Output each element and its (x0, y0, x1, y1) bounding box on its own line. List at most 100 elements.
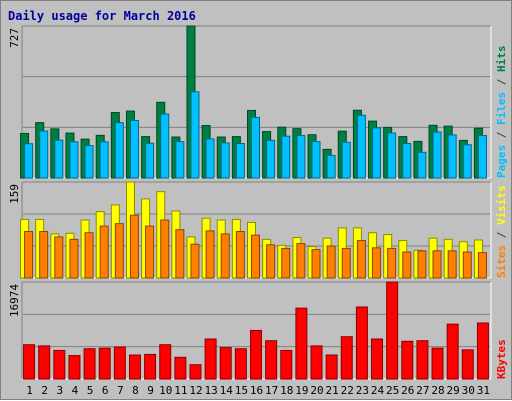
sites-bar (417, 250, 427, 279)
top-panel-legend: Pages / Files / Hits (495, 46, 508, 179)
bottom-panel-legend: KBytes (495, 339, 508, 379)
sites-bar (220, 233, 230, 279)
files-bar (432, 131, 442, 179)
sites-bar (99, 225, 109, 279)
sites-bar (160, 219, 170, 279)
sites-bar (190, 243, 200, 279)
x-tick-label: 26 (401, 384, 414, 397)
kbytes-bar (219, 347, 232, 380)
sites-bar (251, 234, 260, 279)
kbytes-bar (371, 338, 384, 380)
top-panel-max-label: 727 (8, 28, 21, 48)
kbytes-bar (159, 344, 172, 380)
kbytes-bar (38, 345, 51, 380)
x-tick-label: 24 (371, 384, 385, 397)
kbytes-bar (295, 307, 308, 380)
kbytes-bar (446, 323, 459, 380)
x-tick-label: 17 (265, 384, 278, 397)
x-tick-label: 5 (87, 384, 94, 397)
files-bar (372, 127, 382, 179)
files-bar (145, 142, 155, 179)
x-tick-label: 15 (235, 384, 248, 397)
legend-entry: / (495, 125, 508, 145)
x-tick-label: 28 (431, 384, 444, 397)
files-bar (251, 116, 260, 179)
sites-bar (145, 225, 155, 279)
x-tick-label: 7 (117, 384, 124, 397)
x-tick-label: 18 (280, 384, 293, 397)
middle-panel-legend: Sites / Visits (495, 185, 508, 278)
files-bar (281, 135, 291, 179)
files-bar (220, 142, 230, 179)
sites-bar (205, 230, 215, 279)
files-bar (54, 139, 64, 179)
files-bar (417, 151, 427, 179)
sites-bar (296, 243, 306, 279)
x-tick-label: 12 (189, 384, 202, 397)
x-tick-label: 29 (447, 384, 460, 397)
files-bar (235, 143, 245, 179)
kbytes-bar (310, 345, 323, 380)
kbytes-bar (461, 349, 474, 380)
sites-bar (447, 250, 457, 279)
sites-bar (114, 223, 124, 279)
sites-bar (39, 231, 49, 279)
files-bar (402, 143, 412, 179)
kbytes-bar (113, 346, 126, 380)
sites-bar (477, 252, 487, 279)
x-tick-label: 9 (147, 384, 154, 397)
kbytes-bar (204, 338, 217, 380)
kbytes-bar (174, 356, 187, 380)
sites-bar (326, 245, 336, 279)
files-bar (326, 154, 336, 179)
sites-bar (235, 231, 245, 279)
sites-bar (341, 247, 351, 279)
sites-bar (129, 214, 139, 279)
middle-panel-max-label: 159 (8, 184, 21, 204)
kbytes-bar (98, 347, 111, 380)
x-tick-label: 25 (386, 384, 399, 397)
kbytes-bar (265, 340, 278, 380)
files-bar (296, 135, 306, 179)
kbytes-bar (401, 340, 414, 380)
legend-entry: Pages (495, 145, 508, 178)
files-bar (24, 143, 34, 179)
chart-title: Daily usage for March 2016 (8, 9, 196, 23)
sites-bar (387, 247, 397, 279)
x-tick-label: 27 (416, 384, 429, 397)
x-tick-label: 23 (356, 384, 369, 397)
x-tick-label: 31 (477, 384, 490, 397)
sites-bar (175, 229, 185, 279)
x-tick-label: 20 (310, 384, 323, 397)
kbytes-bar (431, 347, 444, 380)
x-tick-label: 10 (159, 384, 172, 397)
legend-entry: Visits (495, 185, 508, 225)
x-tick-label: 22 (341, 384, 354, 397)
legend-entry: / (495, 225, 508, 245)
sites-bar (69, 238, 79, 279)
files-bar (190, 91, 200, 179)
sites-bar (372, 247, 382, 279)
bottom-panel-max-label: 16974 (8, 284, 21, 317)
sites-bar (54, 236, 64, 279)
kbytes-bar (340, 336, 353, 380)
kbytes-bar (23, 344, 36, 380)
kbytes-bar (325, 354, 338, 380)
x-tick-label: 4 (72, 384, 79, 397)
files-bar (477, 135, 487, 179)
kbytes-bar (83, 348, 96, 380)
x-tick-label: 16 (250, 384, 263, 397)
sites-bar (356, 240, 366, 279)
kbytes-bar (234, 348, 247, 380)
files-bar (99, 141, 109, 179)
legend-entry: Hits (495, 46, 508, 73)
x-tick-label: 2 (41, 384, 48, 397)
files-bar (341, 141, 351, 179)
kbytes-bar (128, 354, 141, 380)
files-bar (311, 141, 321, 179)
sites-bar (84, 232, 94, 279)
kbytes-bar (386, 281, 399, 380)
files-bar (69, 141, 79, 179)
files-bar (266, 139, 276, 179)
x-tick-label: 13 (204, 384, 217, 397)
